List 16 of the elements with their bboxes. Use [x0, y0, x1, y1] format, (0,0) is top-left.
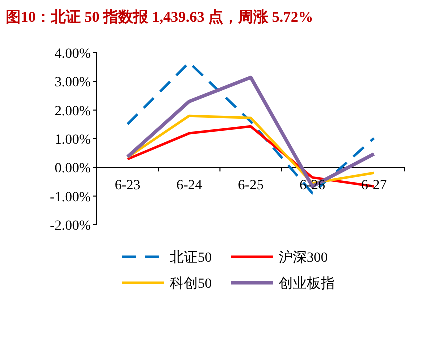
y-tick-label: -2.00% — [50, 219, 92, 234]
chart-title: 图10：北证 50 指数报 1,439.63 点，周涨 5.72% — [6, 9, 314, 26]
legend-label: 沪深300 — [279, 250, 328, 266]
x-tick-label: 6-24 — [176, 178, 202, 194]
y-tick-label: 0.00% — [54, 162, 92, 177]
x-tick-label: 6-27 — [361, 178, 388, 194]
legend-label: 创业板指 — [279, 276, 335, 292]
x-tick-label: 6-25 — [238, 178, 264, 194]
y-tick-label: 2.00% — [54, 104, 92, 120]
legend-label: 北证50 — [170, 250, 212, 266]
y-tick-label: 3.00% — [54, 76, 92, 91]
x-tick-label: 6-23 — [114, 178, 141, 194]
y-tick-label: -1.00% — [50, 190, 92, 206]
y-tick-label: 1.00% — [54, 133, 92, 148]
y-tick-label: 4.00% — [54, 47, 92, 62]
legend-label: 科创50 — [170, 276, 212, 292]
